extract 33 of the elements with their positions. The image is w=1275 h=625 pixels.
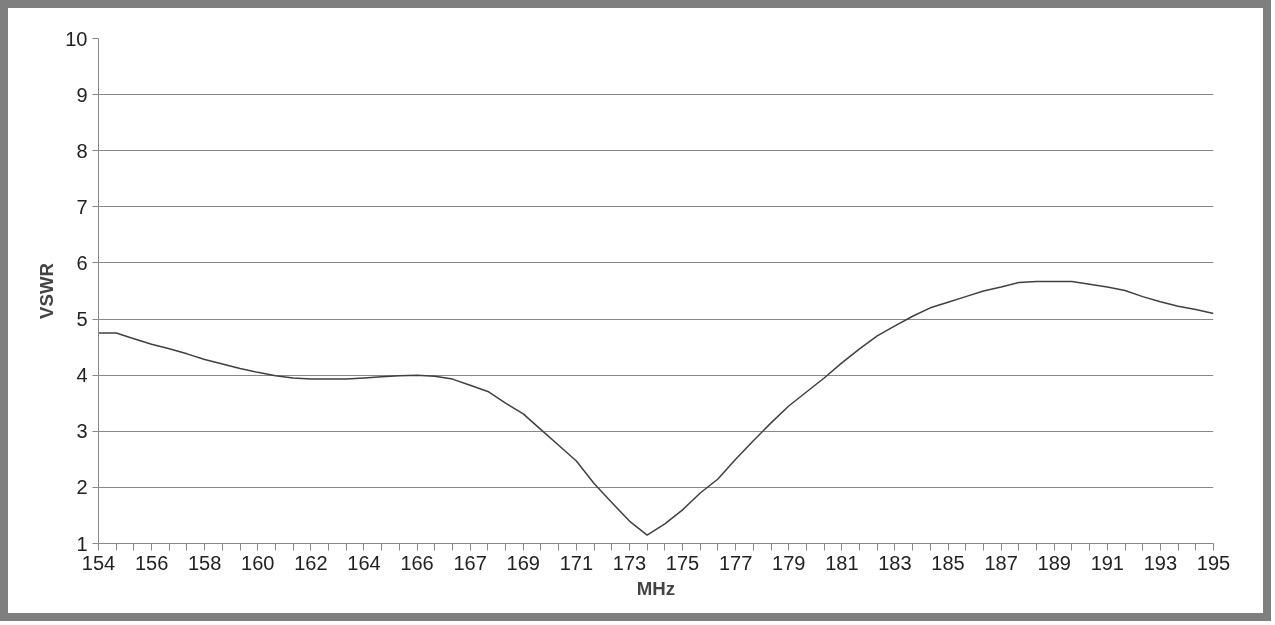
x-tick-label: 166 [400, 551, 434, 574]
y-tick-label: 5 [76, 308, 88, 331]
x-tick-label: 187 [984, 551, 1018, 574]
x-tick-label: 164 [347, 551, 381, 574]
y-tick-label: 3 [76, 420, 88, 443]
line-series [98, 280, 1214, 536]
x-tick-label: 181 [825, 551, 859, 574]
y-tick-label: 6 [76, 251, 88, 274]
x-tick-label: 193 [1143, 551, 1178, 574]
y-tick-label: 8 [76, 139, 88, 162]
x-tick-label: 162 [294, 551, 328, 574]
y-tick-label: 10 [65, 27, 88, 50]
x-tick-label: 179 [772, 551, 806, 574]
y-tick-label: 4 [76, 364, 88, 387]
x-axis-title: MHz [636, 577, 676, 599]
x-tick-label: 169 [506, 551, 540, 574]
x-tick-label: 173 [612, 551, 647, 574]
y-tick-label: 2 [76, 476, 88, 499]
x-tick-label: 195 [1196, 551, 1231, 574]
x-tick-label: 191 [1090, 551, 1124, 574]
x-tick-label: 189 [1037, 551, 1071, 574]
x-tick-label: 156 [134, 551, 169, 574]
y-axis-title: VSWR [36, 262, 58, 319]
x-tick-label: 158 [188, 551, 222, 574]
x-tick-label: 185 [931, 551, 965, 574]
x-tick-label: 171 [559, 551, 594, 574]
x-tick-label: 183 [878, 551, 912, 574]
y-tick-label: 7 [76, 195, 88, 218]
x-tick-label: 167 [453, 551, 487, 574]
x-tick-label: 175 [665, 551, 700, 574]
x-tick-label: 160 [241, 551, 275, 574]
y-tick-label: 9 [76, 83, 88, 106]
x-tick-label: 177 [718, 551, 753, 574]
